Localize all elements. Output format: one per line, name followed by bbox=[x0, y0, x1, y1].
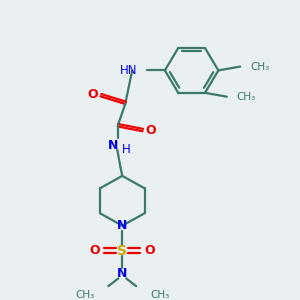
Text: HN: HN bbox=[120, 64, 137, 77]
Text: CH₃: CH₃ bbox=[150, 290, 169, 300]
Text: CH₃: CH₃ bbox=[75, 290, 94, 300]
Text: O: O bbox=[87, 88, 98, 101]
Text: H: H bbox=[122, 142, 130, 155]
Text: O: O bbox=[146, 124, 156, 137]
Text: N: N bbox=[117, 219, 128, 232]
Text: O: O bbox=[89, 244, 100, 257]
Text: CH₃: CH₃ bbox=[250, 61, 269, 72]
Text: N: N bbox=[117, 267, 128, 280]
Text: S: S bbox=[117, 244, 127, 258]
Text: N: N bbox=[108, 139, 118, 152]
Text: CH₃: CH₃ bbox=[237, 92, 256, 102]
Text: O: O bbox=[145, 244, 155, 257]
